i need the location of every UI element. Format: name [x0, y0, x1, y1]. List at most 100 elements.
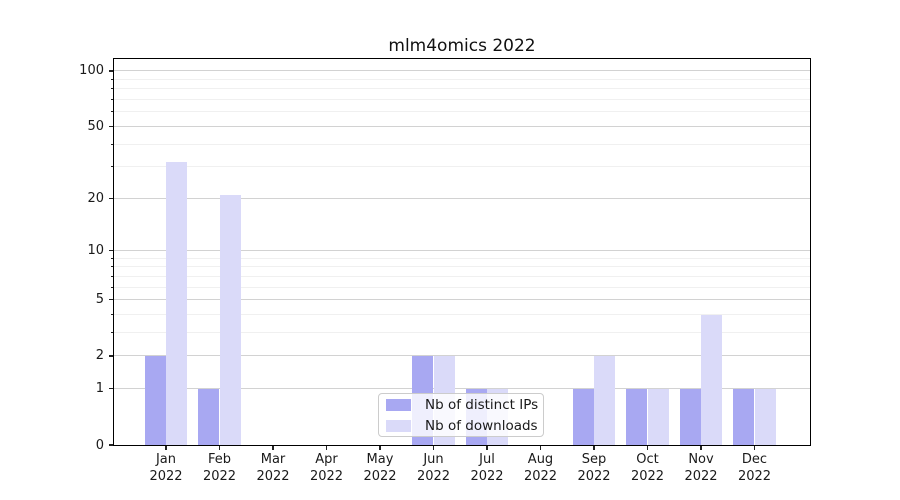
minor-gridline [114, 111, 810, 113]
y-minor-tick-mark [111, 111, 114, 113]
major-gridline [114, 70, 810, 72]
x-tick-month: Aug [527, 452, 554, 467]
x-tick-mark [486, 445, 488, 450]
x-tick-month: Nov [688, 452, 714, 467]
x-tick-label: Mar 2022 [243, 451, 303, 485]
x-tick-mark [700, 445, 702, 450]
minor-gridline [114, 266, 810, 268]
minor-gridline [114, 99, 810, 101]
x-tick-month: Dec [741, 452, 768, 467]
x-tick-label: Nov 2022 [671, 451, 731, 485]
minor-gridline [114, 166, 810, 168]
legend-label-downloads: Nb of downloads [425, 417, 538, 434]
y-tick-mark [109, 197, 114, 199]
minor-gridline [114, 143, 810, 145]
major-gridline [114, 250, 810, 252]
y-tick-mark [109, 70, 114, 72]
y-minor-tick-mark [111, 286, 114, 288]
x-tick-mark [218, 445, 221, 450]
bar-downloads [647, 388, 669, 445]
bar-distinct-ips [733, 388, 755, 445]
x-tick-year: 2022 [737, 469, 772, 484]
y-minor-tick-mark [111, 99, 114, 101]
chart-title: mlm4omics 2022 [388, 36, 536, 56]
x-tick-month: Feb [207, 452, 232, 467]
x-tick-label: Aug 2022 [511, 451, 571, 485]
major-gridline [114, 125, 810, 127]
bar-distinct-ips [679, 388, 701, 445]
x-tick-year: 2022 [149, 469, 183, 484]
major-gridline [114, 197, 810, 199]
x-tick-mark [432, 445, 435, 450]
x-tick-year: 2022 [202, 469, 237, 484]
y-tick-label: 50 [87, 118, 104, 134]
legend-item-distinct-ips: Nb of distinct IPs [386, 397, 543, 413]
y-tick-label: 5 [95, 292, 104, 308]
x-tick-year: 2022 [363, 469, 397, 484]
x-tick-label: Apr 2022 [297, 451, 357, 485]
x-tick-label: Dec 2022 [725, 451, 785, 485]
x-tick-year: 2022 [577, 469, 611, 484]
bar-downloads [701, 314, 723, 445]
x-tick-year: 2022 [416, 469, 451, 484]
x-tick-month: Mar [260, 452, 286, 467]
x-tick-month: May [366, 452, 394, 467]
bar-downloads [594, 355, 616, 445]
y-minor-tick-mark [111, 88, 114, 90]
x-tick-mark [753, 445, 756, 450]
x-tick-month: Sep [581, 452, 607, 467]
x-tick-year: 2022 [630, 469, 665, 484]
minor-gridline [114, 275, 810, 277]
x-tick-mark [539, 445, 542, 450]
x-tick-year: 2022 [309, 469, 344, 484]
y-tick-mark [109, 355, 114, 357]
bar-downloads [219, 194, 241, 445]
x-tick-mark [272, 445, 274, 450]
major-gridline [114, 299, 810, 301]
y-tick-label: 1 [95, 381, 104, 397]
x-tick-label: Oct 2022 [618, 451, 678, 485]
x-tick-label: Sep 2022 [564, 451, 624, 485]
y-tick-mark [109, 299, 114, 301]
y-minor-tick-mark [111, 166, 114, 168]
y-minor-tick-mark [111, 143, 114, 145]
minor-gridline [114, 314, 810, 316]
bar-downloads [754, 388, 776, 445]
minor-gridline [114, 332, 810, 334]
bar-distinct-ips [198, 388, 220, 445]
legend-label-distinct-ips: Nb of distinct IPs [425, 396, 539, 413]
x-tick-label: Jul 2022 [457, 451, 517, 485]
bar-distinct-ips [144, 355, 166, 445]
y-tick-label: 20 [87, 190, 104, 206]
x-tick-label: Jan 2022 [136, 451, 196, 485]
y-tick-label: 100 [79, 63, 104, 79]
x-tick-month: Jul [479, 452, 495, 467]
x-tick-year: 2022 [256, 469, 290, 484]
bar-distinct-ips [572, 388, 594, 445]
minor-gridline [114, 88, 810, 90]
y-tick-label: 2 [95, 348, 104, 364]
legend: Nb of distinct IPs Nb of downloads [378, 393, 544, 437]
major-gridline [114, 355, 810, 357]
x-tick-year: 2022 [684, 469, 718, 484]
y-minor-tick-mark [111, 332, 114, 334]
y-tick-label: 0 [95, 437, 104, 453]
y-tick-mark [109, 388, 114, 390]
x-tick-year: 2022 [523, 469, 558, 484]
x-tick-mark [379, 445, 381, 450]
bar-distinct-ips [626, 388, 648, 445]
x-tick-month: Jun [423, 452, 444, 467]
y-minor-tick-mark [111, 266, 114, 268]
x-tick-label: Feb 2022 [190, 451, 250, 485]
minor-gridline [114, 257, 810, 259]
x-tick-mark [165, 445, 167, 450]
y-tick-mark [109, 250, 114, 252]
y-minor-tick-mark [111, 275, 114, 277]
legend-item-downloads: Nb of downloads [386, 418, 543, 434]
x-tick-month: Apr [315, 452, 338, 467]
y-tick-mark [109, 444, 114, 446]
plot-area [113, 58, 811, 446]
x-tick-month: Oct [636, 452, 659, 467]
y-tick-label: 10 [87, 243, 104, 259]
